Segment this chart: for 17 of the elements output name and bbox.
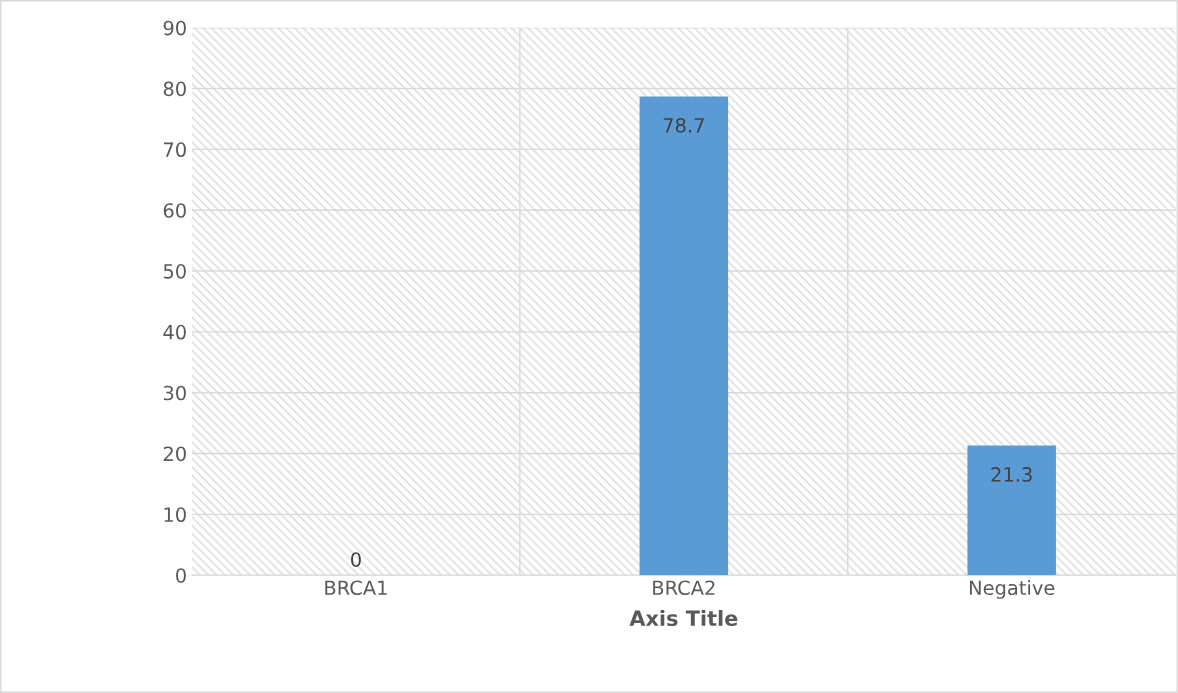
y-tick-label: 50 <box>163 264 186 279</box>
data-label: 0 <box>351 552 361 567</box>
x-tick-label: Negative <box>969 580 1055 599</box>
y-tick-label: 90 <box>163 20 186 36</box>
y-tick-label: 0 <box>176 568 186 583</box>
data-label: 21.3 <box>991 467 1032 482</box>
y-tick-label: 40 <box>163 324 186 340</box>
y-tick-label: 20 <box>163 446 186 462</box>
x-tick-label: BRCA2 <box>653 580 715 596</box>
x-tick-label: BRCA1 <box>325 580 387 596</box>
data-label: 78.7 <box>663 117 704 133</box>
y-tick-label: 80 <box>163 81 186 97</box>
y-tick-label: 10 <box>164 507 186 523</box>
y-tick-label: 70 <box>164 142 186 158</box>
x-axis-title: Axis Title <box>629 609 738 627</box>
y-tick-label: 30 <box>163 385 186 401</box>
y-tick-label: 60 <box>163 203 186 218</box>
